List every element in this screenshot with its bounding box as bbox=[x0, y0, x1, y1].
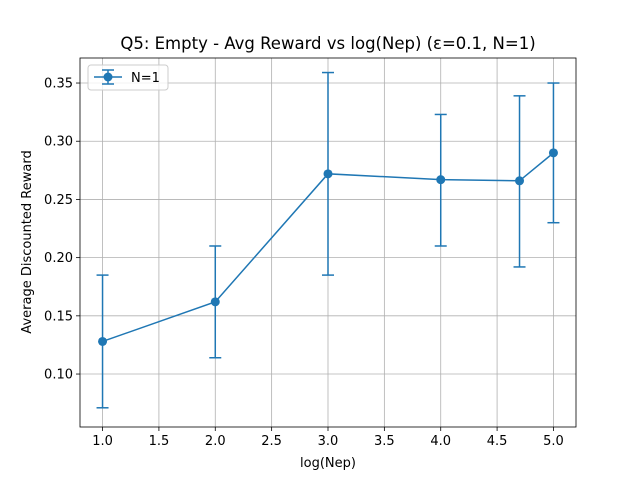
chart-title: Q5: Empty - Avg Reward vs log(Nep) (ε=0.… bbox=[120, 34, 535, 53]
x-tick-label: 4.0 bbox=[430, 434, 451, 449]
y-tick-label: 0.35 bbox=[44, 77, 73, 92]
plot-frame bbox=[79, 57, 577, 428]
x-tick-label: 2.5 bbox=[261, 434, 282, 449]
x-tick-label: 2.0 bbox=[205, 434, 226, 449]
y-tick-label: 0.20 bbox=[44, 251, 73, 266]
legend-marker bbox=[103, 72, 113, 82]
y-tick-label: 0.30 bbox=[44, 135, 73, 150]
data-point bbox=[548, 148, 558, 158]
series-line bbox=[102, 152, 554, 343]
data-point bbox=[515, 176, 525, 186]
data-point bbox=[436, 175, 446, 185]
y-tick-label: 0.15 bbox=[44, 309, 73, 324]
y-tick-label: 0.10 bbox=[44, 368, 73, 383]
data-point bbox=[98, 336, 108, 346]
data-marks bbox=[96, 71, 560, 409]
axes: 1.0 1.5 2.0 2.5 3.0 3.5 4.0 4.5 5.0 0.10 0.15 0.20 0… bbox=[44, 57, 577, 449]
y-axis-label: Average Discounted Reward bbox=[20, 150, 35, 333]
x-tick-label: 3.5 bbox=[374, 434, 395, 449]
x-tick-label: 1.5 bbox=[149, 434, 170, 449]
y-tick-label: 0.25 bbox=[44, 193, 73, 208]
legend: N=1 bbox=[87, 64, 169, 91]
x-tick-label: 1.0 bbox=[92, 434, 113, 449]
data-point bbox=[210, 297, 220, 307]
x-tick-label: 4.5 bbox=[487, 434, 508, 449]
data-point bbox=[323, 169, 333, 179]
x-tick-label: 3.0 bbox=[318, 434, 339, 449]
legend-label: N=1 bbox=[131, 71, 160, 86]
x-axis-label: log(Nep) bbox=[300, 456, 356, 471]
x-tick-label: 5.0 bbox=[543, 434, 564, 449]
